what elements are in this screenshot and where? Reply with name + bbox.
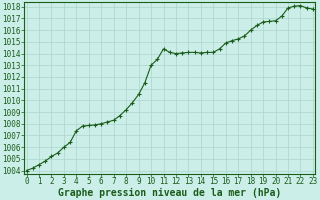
- X-axis label: Graphe pression niveau de la mer (hPa): Graphe pression niveau de la mer (hPa): [58, 188, 281, 198]
